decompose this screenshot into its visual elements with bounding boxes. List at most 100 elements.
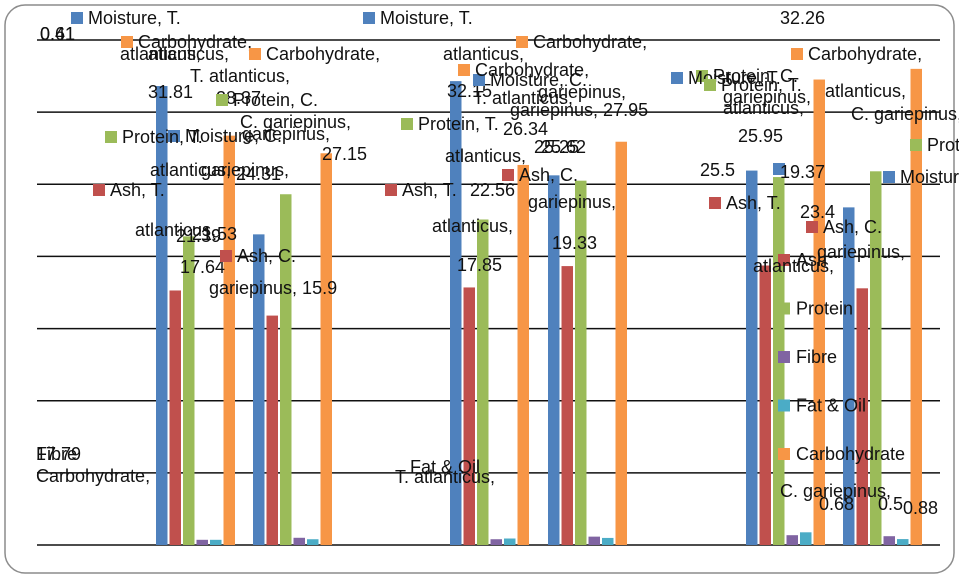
data-label: Carbohydrate, [533, 32, 647, 52]
data-label: Protein, C. [233, 90, 318, 110]
legend: Ash Protein Fibre Fat & Oil Carbohydrate [773, 163, 905, 464]
data-label: Protein, T. [418, 114, 499, 134]
label-swatch [401, 118, 413, 130]
data-label: 32.26 [780, 8, 825, 28]
label-swatch [249, 48, 261, 60]
data-label: 19.33 [552, 233, 597, 253]
legend-swatch [778, 302, 790, 315]
label-swatch [910, 139, 922, 151]
data-label: 22.56 [470, 180, 515, 200]
bar [870, 171, 882, 546]
data-label: 19.37 [780, 162, 825, 182]
bar [588, 536, 600, 545]
label-swatch [168, 130, 180, 142]
legend-swatch [778, 351, 790, 363]
bar [169, 290, 181, 545]
bar [897, 539, 909, 545]
data-label: Ash, C. [823, 217, 882, 237]
label-swatch [216, 94, 228, 106]
label-swatch [220, 250, 232, 262]
data-label: 31.81 [148, 82, 193, 102]
data-label: Protein, T. [721, 75, 802, 95]
data-label: 0.5 [878, 494, 903, 514]
data-label: atlanticus, [432, 216, 513, 236]
data-label: 27.15 [322, 144, 367, 164]
data-label: atlanticus, [753, 256, 834, 276]
label-swatch [71, 12, 83, 24]
data-label: 0.88 [903, 498, 938, 518]
data-label: gariepinus, [817, 242, 905, 262]
legend-label: Fat & Oil [796, 396, 866, 416]
data-label: Moisture, T. [380, 8, 473, 28]
data-label: Ash, C. [237, 246, 296, 266]
bar [293, 537, 305, 545]
data-label: Carbohydrate, [808, 44, 922, 64]
data-label: Moisture, C. [490, 70, 587, 90]
bar [504, 538, 516, 545]
data-label: atlanticus, [825, 81, 906, 101]
label-swatch [105, 131, 117, 143]
data-label: 0.68 [819, 494, 854, 514]
bar [800, 532, 812, 545]
bar [196, 539, 208, 545]
bar [759, 265, 771, 545]
bar [843, 207, 855, 545]
data-label: 25.5 [700, 160, 735, 180]
data-label: T. atlanticus, [395, 467, 495, 487]
label-swatch [363, 12, 375, 24]
bar [575, 180, 587, 545]
legend-label: Ash [796, 250, 827, 270]
data-label: Ash, T. [402, 180, 457, 200]
data-label: Carbohydrate, [138, 32, 252, 52]
data-label: atlanticus, [120, 44, 201, 64]
bar [910, 68, 922, 545]
data-label: Fibre [36, 444, 77, 464]
bar [183, 236, 195, 545]
data-label: Moisture, T. [88, 8, 181, 28]
data-label: atlanticus, [723, 98, 804, 118]
data-label: 17.85 [457, 255, 502, 275]
legend-label: Fibre [796, 347, 837, 367]
bar [786, 535, 798, 545]
data-label: C. gariepinus, [780, 481, 891, 501]
legend-swatch [778, 448, 790, 460]
data-label: 17.64 [180, 257, 225, 277]
bar [210, 539, 222, 545]
bars [156, 68, 922, 546]
bar [280, 194, 292, 545]
label-swatch [704, 79, 716, 91]
data-label: atlanticus, [443, 44, 524, 64]
data-label: atlanticus, [135, 220, 216, 240]
data-label: atlanticus, [150, 160, 231, 180]
bar [307, 539, 319, 545]
bar [615, 141, 627, 545]
label-swatch [121, 36, 133, 48]
label-swatch [385, 184, 397, 196]
legend-swatch [773, 163, 785, 175]
data-label: 21.53 [192, 224, 237, 244]
data-label: gariepinus, 15.9 [209, 278, 337, 298]
data-label: 0.61 [40, 24, 75, 44]
data-label: 25.62 [541, 137, 586, 157]
label-swatch [883, 171, 895, 183]
bar [548, 175, 560, 545]
data-label: T. atlanticus, [190, 66, 290, 86]
data-label: Carbohydrate, [475, 60, 589, 80]
bar [813, 79, 825, 545]
data-label: 0.41 [40, 24, 75, 44]
bar [856, 288, 868, 545]
label-swatch [502, 169, 514, 181]
label-swatch [93, 184, 105, 196]
data-label: gariepinus, [201, 160, 289, 180]
bar [266, 315, 278, 545]
bar [253, 234, 265, 546]
data-label: Ash, T. [726, 193, 781, 213]
label-swatch [473, 74, 485, 86]
label-swatch [516, 36, 528, 48]
bar [223, 135, 235, 545]
data-label: 25.95 [738, 126, 783, 146]
data-label: 17.79 [36, 444, 81, 464]
legend-swatch [778, 399, 790, 412]
bar [320, 153, 332, 545]
